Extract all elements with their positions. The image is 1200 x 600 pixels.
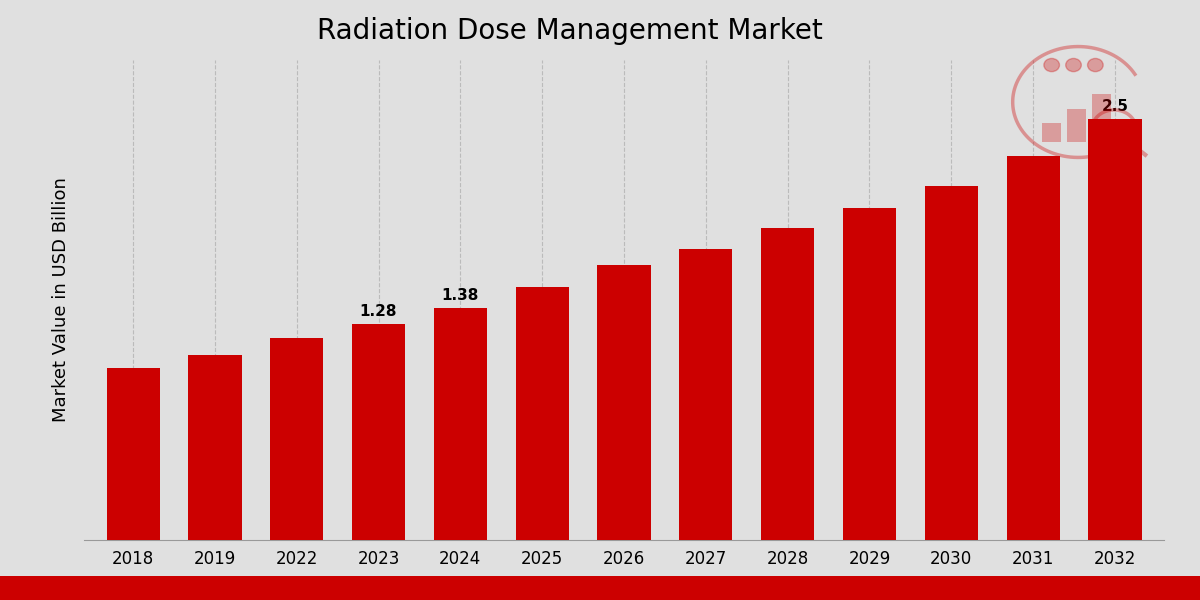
Bar — [352, 325, 406, 540]
Bar — [516, 287, 569, 540]
Bar — [679, 248, 732, 540]
Bar — [842, 208, 896, 540]
Bar — [188, 355, 241, 540]
Y-axis label: Market Value in USD Billion: Market Value in USD Billion — [52, 178, 70, 422]
Title: Radiation Dose Management Market: Radiation Dose Management Market — [317, 17, 823, 45]
Bar — [598, 265, 650, 540]
Circle shape — [1044, 58, 1060, 71]
Bar — [1067, 109, 1086, 142]
Text: 1.28: 1.28 — [360, 304, 397, 319]
Bar — [1092, 94, 1111, 142]
Circle shape — [1066, 58, 1081, 71]
Bar — [1043, 124, 1061, 142]
Bar — [925, 187, 978, 540]
Text: 1.38: 1.38 — [442, 287, 479, 302]
Circle shape — [1087, 58, 1103, 71]
Bar — [270, 338, 323, 540]
Bar — [107, 368, 160, 540]
Bar — [761, 229, 815, 540]
Text: 2.5: 2.5 — [1102, 99, 1128, 114]
Bar — [433, 308, 487, 540]
Bar — [1007, 156, 1060, 540]
Bar — [1088, 119, 1141, 540]
